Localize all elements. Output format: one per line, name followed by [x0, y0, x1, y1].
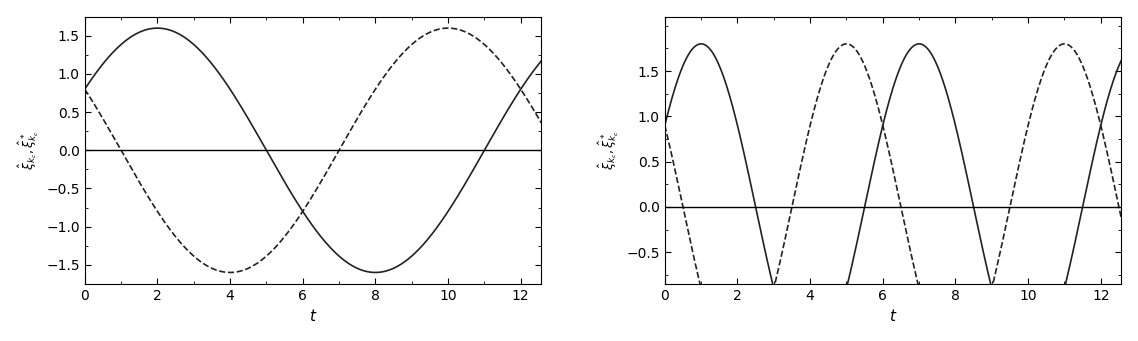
X-axis label: $t$: $t$ [889, 308, 897, 324]
Y-axis label: $\hat{\xi}_{k_c}, \hat{\xi}^*_{k_c}$: $\hat{\xi}_{k_c}, \hat{\xi}^*_{k_c}$ [596, 130, 621, 170]
Y-axis label: $\hat{\xi}_{k_c}, \hat{\xi}^*_{k_c}$: $\hat{\xi}_{k_c}, \hat{\xi}^*_{k_c}$ [17, 130, 41, 170]
X-axis label: $t$: $t$ [308, 308, 318, 324]
